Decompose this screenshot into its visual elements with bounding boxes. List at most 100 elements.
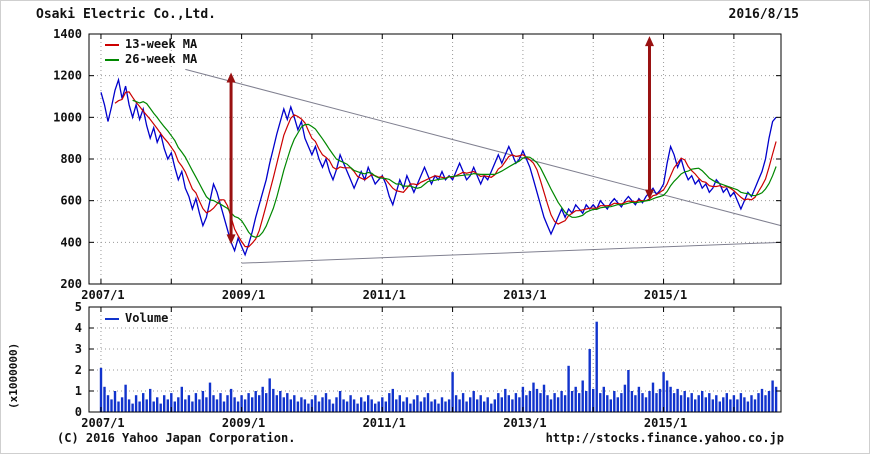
volume-bar <box>655 393 658 412</box>
volume-bar <box>296 401 300 412</box>
volume-bar <box>458 399 461 412</box>
volume-bar <box>374 403 377 412</box>
volume-bar <box>208 382 212 412</box>
volume-bar <box>338 391 342 412</box>
volume-bar <box>423 397 426 412</box>
volume-bar <box>679 395 683 412</box>
volume-bar <box>634 395 637 412</box>
price-xtick-label: 2015/1 <box>644 288 687 302</box>
volume-bar <box>363 401 366 412</box>
volume-bar <box>630 391 634 412</box>
volume-bar <box>261 386 264 412</box>
volume-bar <box>134 395 138 412</box>
volume-bar <box>718 401 721 412</box>
volume-bar <box>317 401 321 412</box>
volume-bar <box>370 399 373 412</box>
volume-bar <box>384 401 387 412</box>
volume-bar <box>142 393 145 412</box>
volume-bar <box>198 399 201 412</box>
volume-bar <box>567 365 570 412</box>
volume-axis-unit-label: (x1000000) <box>7 342 20 409</box>
volume-bar <box>282 397 285 412</box>
volume-bar <box>272 388 275 412</box>
volume-bar <box>725 393 728 412</box>
volume-bar <box>212 395 215 412</box>
arrowhead-down <box>226 234 236 245</box>
volume-bar <box>398 395 401 412</box>
trendline-descending-resistance <box>185 68 782 227</box>
trendline-ascending-support <box>241 241 782 264</box>
volume-bar <box>665 380 669 412</box>
volume-bar <box>233 397 236 412</box>
volume-bar <box>405 397 409 412</box>
volume-bar <box>683 391 686 412</box>
volume-bar <box>437 403 440 412</box>
volume-bar <box>620 393 623 412</box>
volume-bar <box>711 399 714 412</box>
price-xtick-label: 2009/1 <box>222 288 265 302</box>
volume-bar <box>616 397 619 412</box>
volume-bar <box>416 395 419 412</box>
price-ytick-label: 400 <box>60 235 82 249</box>
volume-bar <box>324 393 328 412</box>
price-ytick-label: 1000 <box>53 110 82 124</box>
volume-bar <box>229 388 233 412</box>
volume-bar <box>690 393 693 412</box>
volume-bar <box>321 397 324 412</box>
volume-bar <box>170 393 173 412</box>
volume-bar <box>215 399 219 412</box>
volume-bar <box>377 401 380 412</box>
volume-bar <box>606 395 609 412</box>
volume-bar <box>490 403 493 412</box>
volume-bar <box>715 395 718 412</box>
volume-bar <box>381 397 384 412</box>
volume-bar <box>447 399 451 412</box>
volume-bar <box>279 391 282 412</box>
volume-bar <box>757 393 760 412</box>
volume-bar <box>307 403 310 412</box>
volume-bar <box>581 380 584 412</box>
volume-bar <box>736 399 739 412</box>
volume-bar <box>585 391 588 412</box>
volume-bar <box>110 399 113 412</box>
volume-bar <box>708 393 711 412</box>
arrowhead-up <box>644 36 654 47</box>
volume-bar <box>694 399 697 412</box>
volume-bar <box>641 393 644 412</box>
volume-bar <box>426 393 430 412</box>
volume-bar <box>310 399 314 412</box>
price-ytick-label: 1400 <box>53 27 82 41</box>
volume-ytick-label: 0 <box>75 405 82 419</box>
volume-bar <box>303 399 307 412</box>
volume-ytick-label: 4 <box>75 321 82 335</box>
volume-bar <box>289 399 292 412</box>
footer-url-link[interactable]: http://stocks.finance.yahoo.co.jp <box>545 431 784 445</box>
volume-bar-icon <box>105 317 119 320</box>
volume-bar <box>746 401 750 412</box>
volume-bar <box>493 399 496 412</box>
volume-bar <box>553 393 556 412</box>
volume-bar <box>342 399 345 412</box>
volume-bar <box>145 399 148 412</box>
volume-bar <box>676 388 679 412</box>
arrowhead-up <box>226 72 236 83</box>
volume-bar <box>504 388 507 412</box>
volume-bar <box>124 384 127 412</box>
volume-bar <box>602 386 605 412</box>
volume-bar <box>771 380 774 412</box>
volume-bar <box>187 395 191 412</box>
volume-bar <box>465 401 468 412</box>
volume-bar <box>532 382 535 412</box>
volume-bar <box>578 393 581 412</box>
volume-bar <box>570 391 574 412</box>
volume-bar <box>528 391 532 412</box>
volume-bar <box>201 391 205 412</box>
volume-bar <box>159 403 162 412</box>
legend-label-volume: Volume <box>125 311 169 325</box>
volume-ytick-label: 5 <box>75 300 82 314</box>
volume-bar <box>574 386 577 412</box>
volume-bar <box>560 391 563 412</box>
volume-bar <box>588 349 591 412</box>
volume-bar <box>268 378 271 412</box>
volume-bar <box>525 395 528 412</box>
